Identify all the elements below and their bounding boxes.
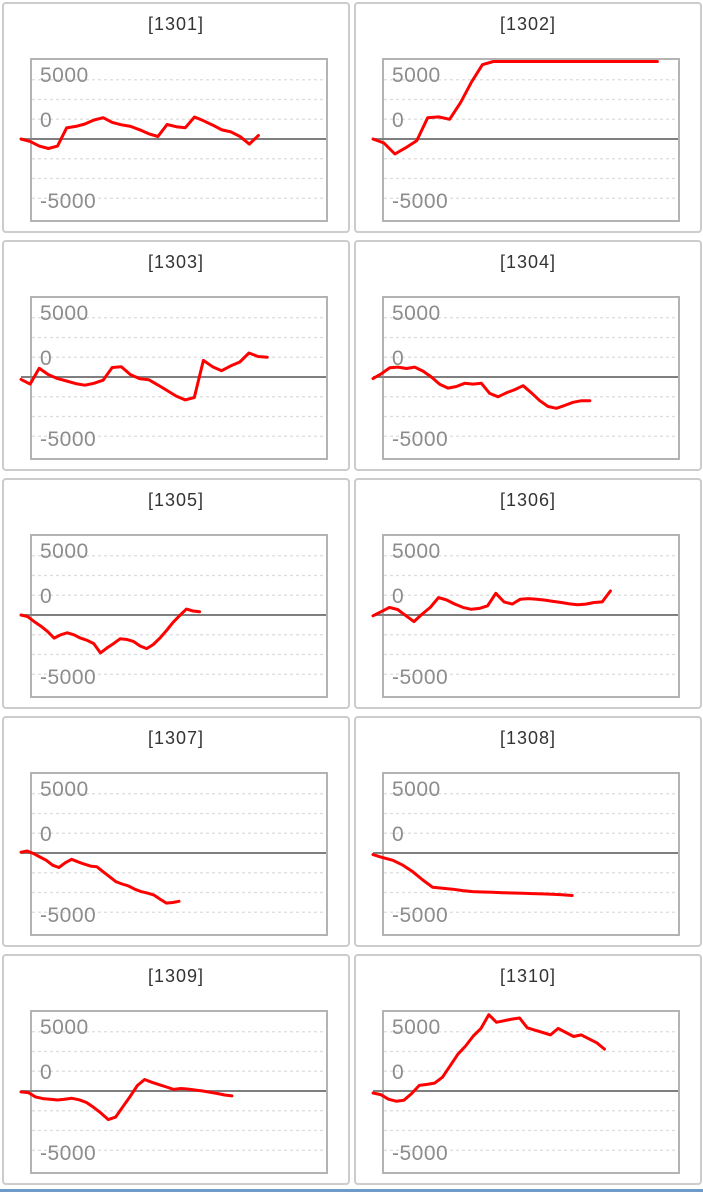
y-axis-label-top: 5000 — [40, 64, 89, 87]
line-chart — [19, 555, 326, 675]
y-axis-label-top: 5000 — [40, 302, 89, 325]
y-axis-label-zero: 0 — [40, 347, 53, 370]
chart-title: [1302] — [499, 14, 557, 34]
y-axis-label-zero: 0 — [392, 109, 405, 132]
chart-panel-1306: [1306] 5000 0 -5000 — [354, 478, 702, 709]
chart-panel-1303: [1303] 5000 0 -5000 — [2, 240, 350, 471]
chart-panel-1309: [1309] 5000 0 -5000 — [2, 954, 350, 1185]
y-axis-label-zero: 0 — [40, 823, 53, 846]
y-axis-label-top: 5000 — [40, 778, 89, 801]
plot-area: 5000 0 -5000 — [19, 534, 328, 698]
chart-title: [1306] — [499, 490, 557, 510]
chart-title: [1310] — [499, 966, 557, 986]
chart-title: [1308] — [499, 728, 557, 748]
line-chart — [371, 317, 678, 437]
line-chart — [19, 79, 326, 199]
chart-panel-1304: [1304] 5000 0 -5000 — [354, 240, 702, 471]
plot-area: 5000 0 -5000 — [19, 58, 328, 222]
line-chart — [19, 317, 326, 437]
plot-area: 5000 0 -5000 — [371, 534, 680, 698]
chart-panel-1302: [1302] 5000 0 -5000 — [354, 2, 702, 233]
plot-area: 5000 0 -5000 — [19, 296, 328, 460]
y-axis-label-zero: 0 — [392, 1061, 405, 1084]
plot-area: 5000 0 -5000 — [371, 772, 680, 936]
chart-title: [1305] — [147, 490, 205, 510]
chart-title: [1304] — [499, 252, 557, 272]
y-axis-label-top: 5000 — [392, 540, 441, 563]
line-chart — [371, 60, 678, 199]
y-axis-label-bottom: -5000 — [40, 428, 97, 451]
y-axis-label-zero: 0 — [40, 1061, 53, 1084]
plot-area: 5000 0 -5000 — [371, 1010, 680, 1174]
y-axis-label-bottom: -5000 — [392, 428, 449, 451]
chart-panel-1301: [1301] 5000 0 -5000 — [2, 2, 350, 233]
y-axis-label-bottom: -5000 — [392, 1142, 449, 1165]
y-axis-label-bottom: -5000 — [40, 666, 97, 689]
y-axis-label-top: 5000 — [40, 540, 89, 563]
line-chart — [19, 793, 326, 913]
y-axis-label-top: 5000 — [392, 302, 441, 325]
chart-panel-1308: [1308] 5000 0 -5000 — [354, 716, 702, 947]
y-axis-label-bottom: -5000 — [40, 904, 97, 927]
y-axis-label-zero: 0 — [40, 585, 53, 608]
chart-title: [1307] — [147, 728, 205, 748]
chart-panel-1310: [1310] 5000 0 -5000 — [354, 954, 702, 1185]
y-axis-label-bottom: -5000 — [40, 1142, 97, 1165]
chart-title: [1301] — [147, 14, 205, 34]
y-axis-label-top: 5000 — [392, 778, 441, 801]
plot-area: 5000 0 -5000 — [19, 772, 328, 936]
y-axis-label-zero: 0 — [392, 823, 405, 846]
y-axis-label-top: 5000 — [392, 1016, 441, 1039]
y-axis-label-bottom: -5000 — [40, 190, 97, 213]
y-axis-label-zero: 0 — [40, 109, 53, 132]
y-axis-label-bottom: -5000 — [392, 666, 449, 689]
y-axis-label-zero: 0 — [392, 347, 405, 370]
y-axis-label-bottom: -5000 — [392, 904, 449, 927]
plot-area: 5000 0 -5000 — [371, 58, 680, 222]
line-chart — [371, 555, 678, 675]
plot-area: 5000 0 -5000 — [371, 296, 680, 460]
plot-area: 5000 0 -5000 — [19, 1010, 328, 1174]
chart-title: [1309] — [147, 966, 205, 986]
footer-divider — [0, 1189, 703, 1192]
y-axis-label-top: 5000 — [392, 64, 441, 87]
y-axis-label-bottom: -5000 — [392, 190, 449, 213]
line-chart — [371, 793, 678, 913]
y-axis-label-top: 5000 — [40, 1016, 89, 1039]
y-axis-label-zero: 0 — [392, 585, 405, 608]
line-chart — [371, 1013, 678, 1151]
chart-title: [1303] — [147, 252, 205, 272]
line-chart — [19, 1031, 326, 1151]
chart-panel-1307: [1307] 5000 0 -5000 — [2, 716, 350, 947]
chart-panel-1305: [1305] 5000 0 -5000 — [2, 478, 350, 709]
